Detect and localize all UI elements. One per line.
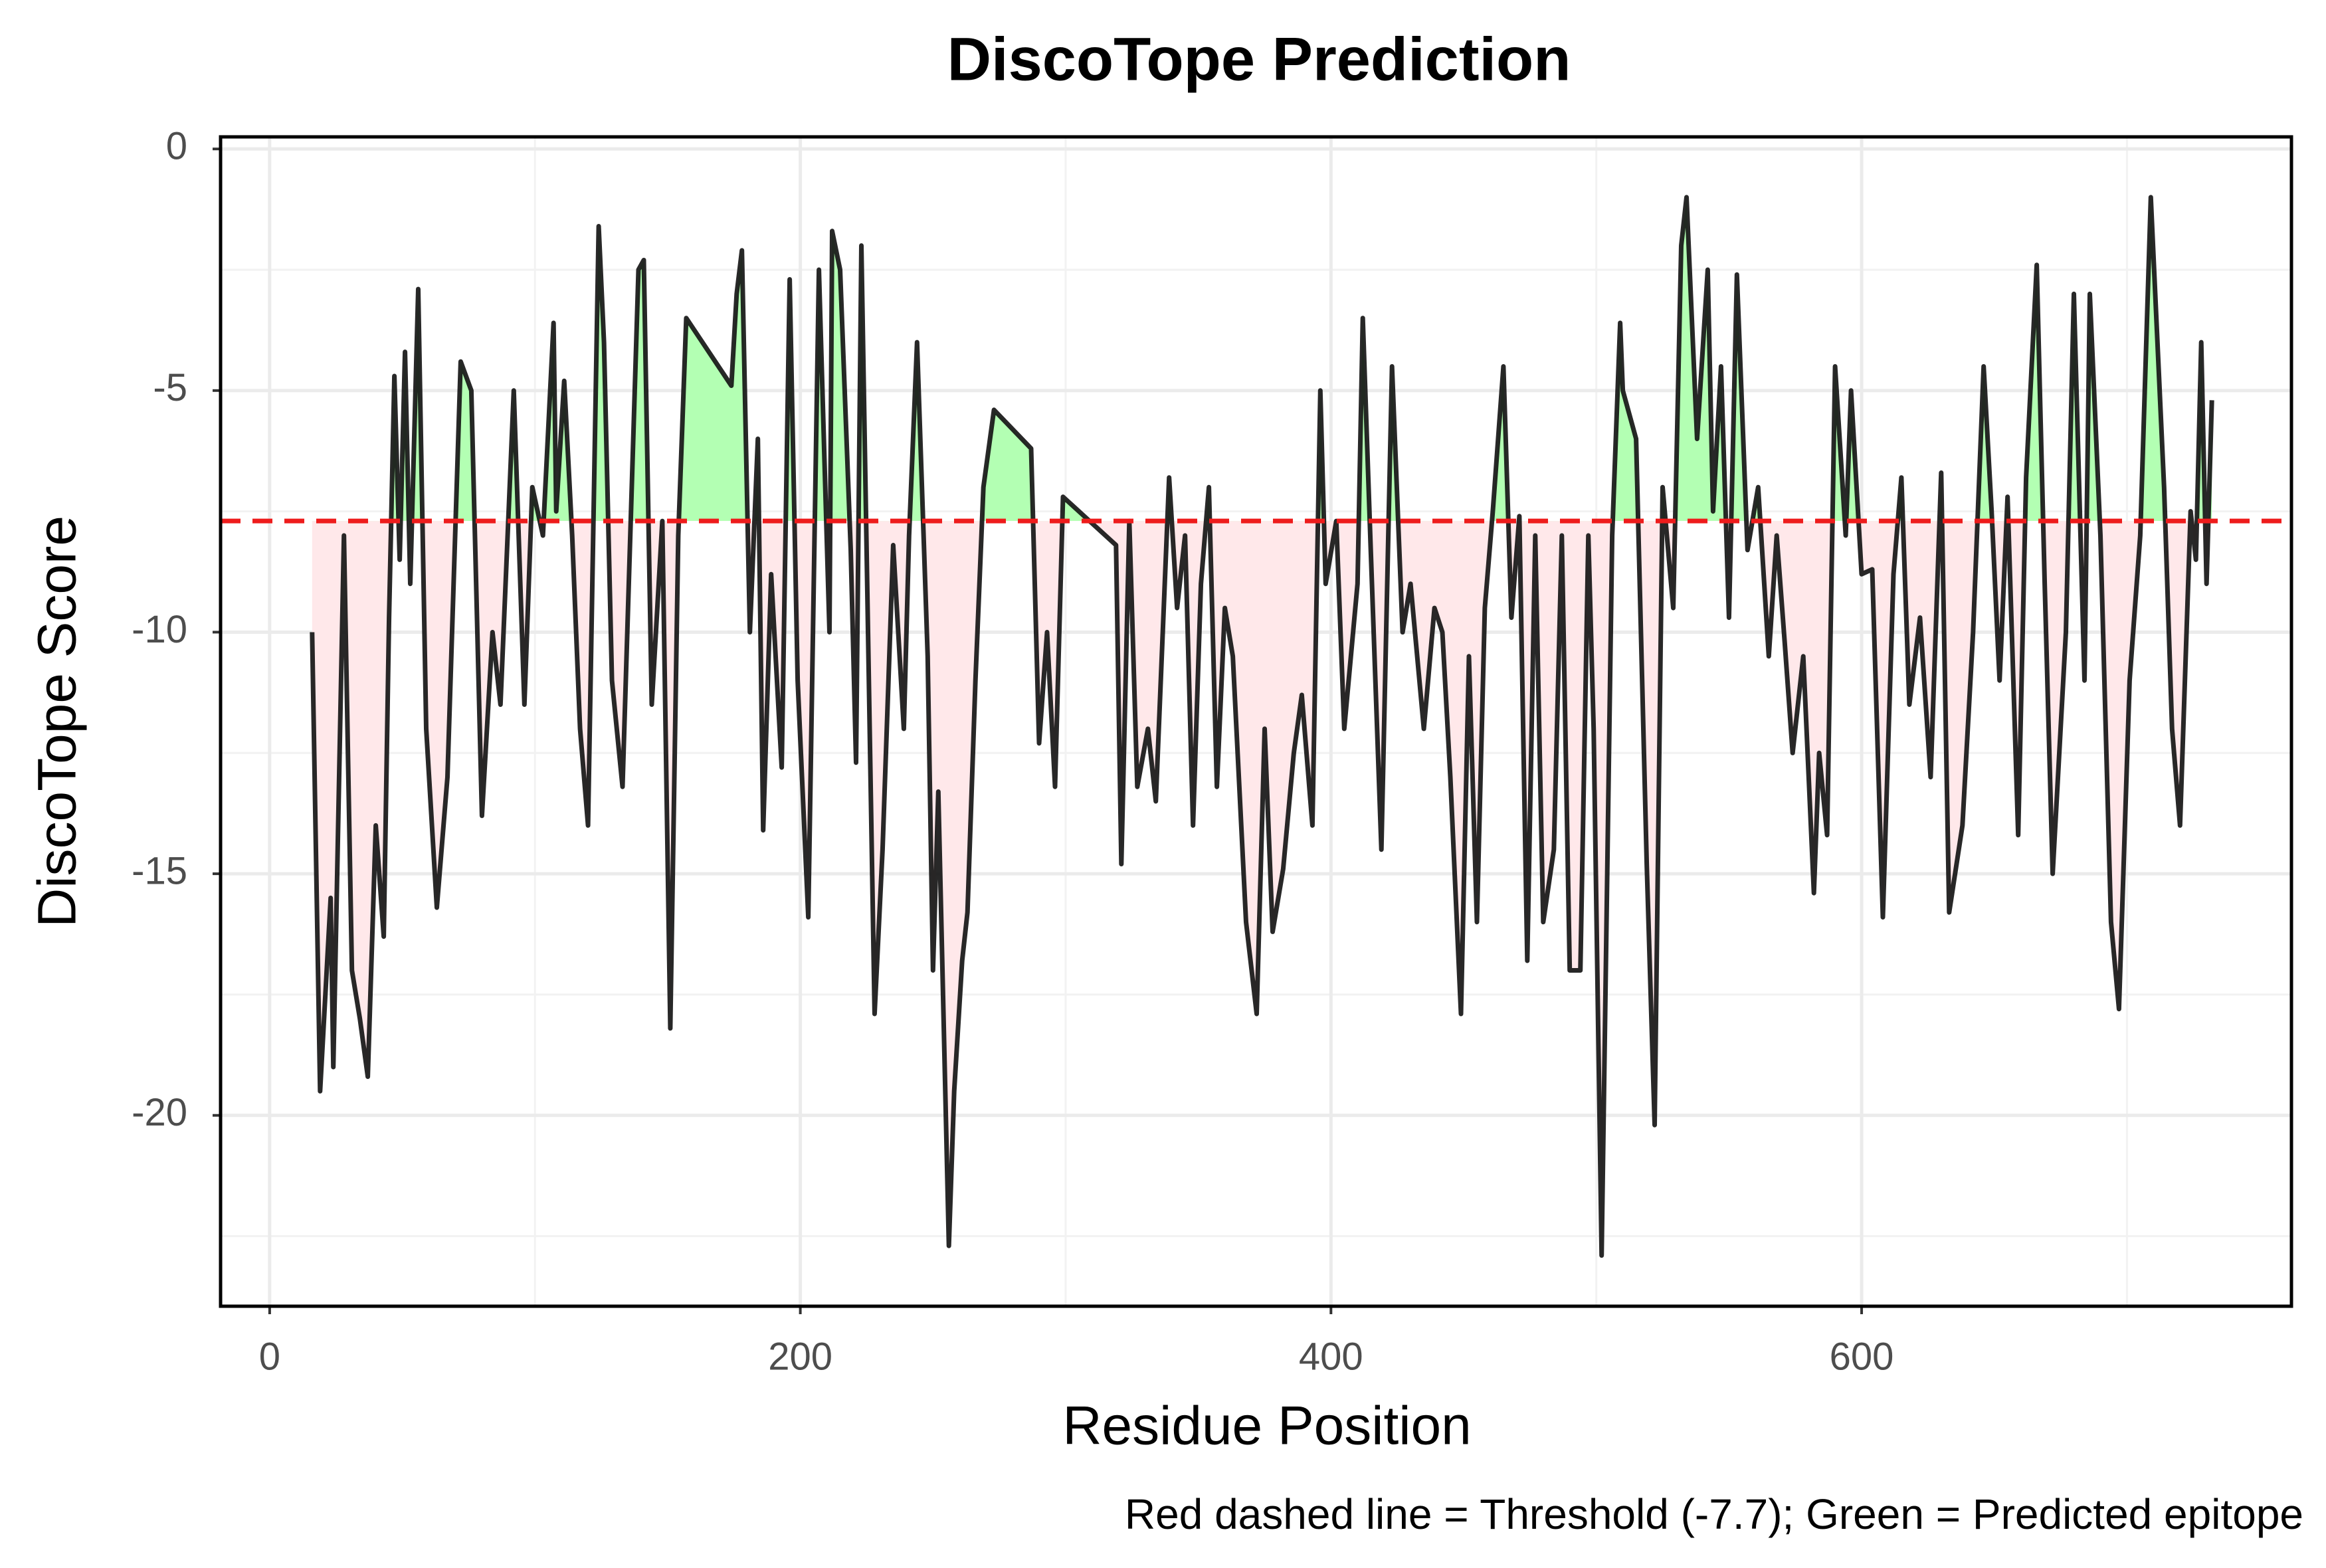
x-axis-title: Residue Position xyxy=(1062,1396,1471,1456)
score-line xyxy=(310,195,2214,1258)
x-tick-label: 0 xyxy=(259,1335,280,1378)
y-tick-label: -10 xyxy=(132,608,187,651)
y-tick-label: 0 xyxy=(166,125,187,168)
plot-border xyxy=(219,135,2293,1308)
x-tick-label: 400 xyxy=(1299,1335,1363,1378)
y-tick-label: -5 xyxy=(153,366,187,409)
y-tick-label: -15 xyxy=(132,849,187,892)
x-tick-label: 600 xyxy=(1830,1335,1894,1378)
x-tick-label: 200 xyxy=(768,1335,832,1378)
caption: Red dashed line = Threshold (-7.7); Gree… xyxy=(1125,1490,2303,1538)
chart-title: DiscoTope Prediction xyxy=(947,25,1571,93)
y-tick-label: -20 xyxy=(132,1091,187,1134)
y-axis-title: DiscoTope Score xyxy=(27,516,88,928)
